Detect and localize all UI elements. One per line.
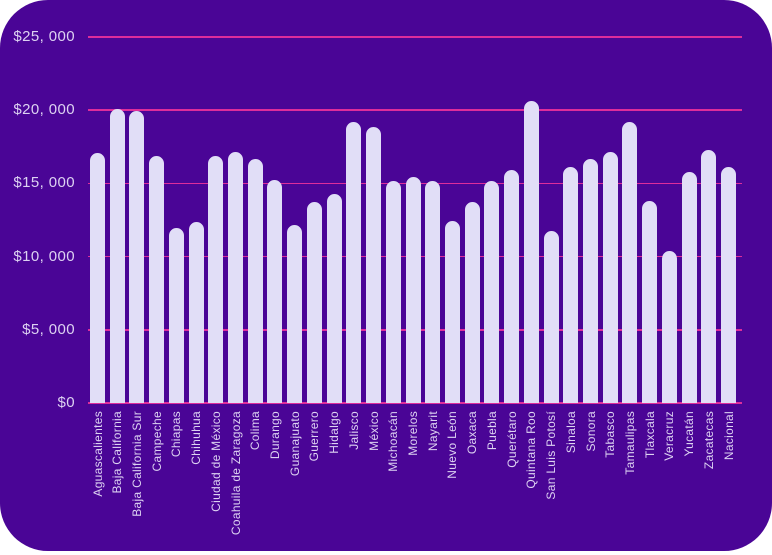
bar — [346, 121, 362, 403]
x-axis-label: Nuevo León — [445, 411, 460, 479]
bar — [247, 159, 263, 403]
x-axis-label: Morelos — [406, 411, 421, 456]
bar — [90, 152, 105, 403]
x-axis-label: Baja California Sur — [129, 411, 144, 517]
bar — [444, 221, 460, 403]
x-axis-label: Veracruz — [662, 411, 677, 461]
bar — [563, 167, 579, 403]
y-tick-label: $5, 000 — [22, 320, 75, 338]
x-axis-label: Tabasco — [603, 411, 618, 458]
bar — [385, 181, 401, 403]
bar — [326, 193, 342, 403]
x-axis-label: Colima — [248, 411, 263, 451]
gridline — [88, 402, 742, 404]
gridline — [88, 36, 742, 38]
bar — [188, 222, 204, 403]
bar — [208, 156, 224, 403]
x-axis-label: Yucatán — [682, 411, 697, 457]
x-axis-label: Hidalgo — [327, 411, 342, 454]
bar — [228, 151, 244, 403]
x-axis-label: Quintana Roo — [524, 411, 539, 489]
gridline — [88, 109, 742, 111]
bar — [484, 181, 500, 403]
x-axis-label: Guanajuato — [287, 411, 302, 477]
bar — [425, 181, 441, 403]
bar — [543, 230, 559, 403]
bar — [523, 100, 539, 403]
bar — [661, 250, 677, 403]
y-tick-label: $25, 000 — [13, 28, 75, 45]
bar — [642, 200, 658, 403]
bar — [464, 202, 480, 403]
x-axis-label: Tamaulipas — [622, 411, 637, 475]
x-axis-label: Durango — [267, 411, 282, 460]
x-axis-label: Sonora — [583, 411, 598, 452]
bar — [701, 150, 717, 403]
x-axis-label: Oaxaca — [465, 411, 480, 455]
x-axis-label: Zacatecas — [701, 411, 716, 470]
x-axis-label: Ciudad de México — [208, 411, 223, 512]
bar — [366, 127, 382, 403]
bar — [149, 156, 165, 403]
bar — [721, 166, 737, 403]
bar — [681, 171, 697, 403]
x-axis-label: Puebla — [484, 411, 499, 451]
x-axis-label: Guerrero — [307, 411, 322, 462]
bar — [287, 225, 303, 403]
bar — [602, 151, 618, 403]
bar — [109, 109, 125, 403]
x-axis-label: Baja California — [110, 411, 125, 494]
y-tick-label: $15, 000 — [13, 174, 75, 192]
x-axis-label: Michoacán — [386, 411, 401, 472]
x-axis-label: Campeche — [149, 411, 164, 472]
x-axis-label: Chiapas — [169, 411, 184, 458]
x-axis-label: Sinaloa — [563, 411, 578, 454]
y-tick-label: $10, 000 — [13, 247, 75, 265]
x-axis-label: México — [366, 411, 381, 451]
x-axis-label: Nayarit — [425, 411, 440, 452]
bar — [306, 201, 322, 403]
y-tick-label: $0 — [57, 394, 75, 411]
bar — [504, 170, 520, 403]
x-axis-label: Nacional — [721, 411, 736, 461]
y-tick-label: $20, 000 — [13, 101, 75, 119]
x-axis-label: Querétaro — [504, 411, 519, 468]
x-axis-label: Jalisco — [346, 411, 361, 450]
bar — [168, 228, 184, 403]
x-axis-label: Tlaxcala — [642, 411, 657, 459]
bar — [129, 110, 145, 403]
bar — [267, 180, 283, 403]
x-axis-label: Chihuhua — [189, 411, 204, 465]
bar — [583, 158, 598, 403]
x-axis-label: Aguascalientes — [90, 411, 105, 497]
x-axis-label: San Luis Potosí — [544, 411, 559, 500]
bar — [405, 176, 421, 403]
bar — [622, 121, 638, 403]
x-axis-label: Coahuila de Zaragoza — [228, 411, 243, 536]
